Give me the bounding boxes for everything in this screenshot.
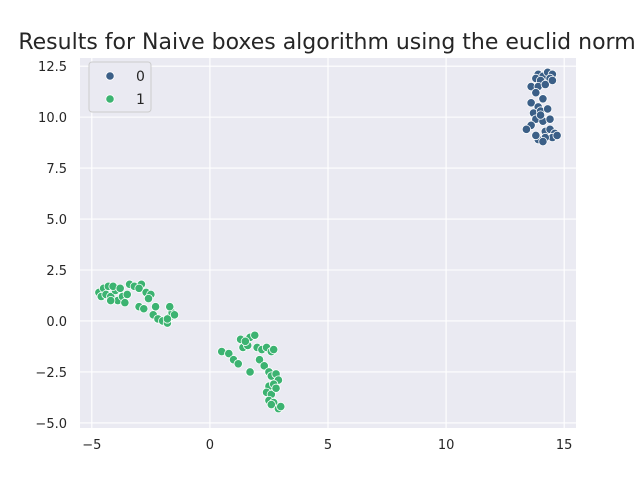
scatter-point-series-1 (162, 314, 172, 324)
legend-marker-1 (105, 94, 115, 104)
scatter-point-series-1 (233, 359, 243, 369)
chart-title: Results for Naive boxes algorithm using … (18, 30, 635, 55)
scatter-point-series-1 (266, 399, 276, 410)
tick-labels: −5 0 5 10 15−5.0−2.50.02.55.07.510.012.5 (35, 60, 572, 453)
legend-marker-0 (105, 71, 115, 81)
scatter-point-series-1 (165, 302, 175, 312)
x-tick-label: 0 (206, 438, 214, 453)
legend-label-0: 0 (136, 69, 145, 85)
data-points (94, 67, 562, 414)
y-tick-label: 12.5 (38, 60, 67, 75)
x-tick-label: −5 (82, 438, 101, 453)
scatter-point-series-0 (521, 124, 532, 134)
legend: 0 1 (88, 61, 152, 113)
scatter-point-series-1 (115, 283, 125, 293)
y-tick-label: 5.0 (46, 213, 67, 228)
y-tick-label: −5.0 (35, 417, 67, 432)
scatter-point-series-1 (139, 304, 149, 314)
scatter-point-series-0 (547, 75, 557, 86)
x-tick-label: 5 (324, 438, 332, 453)
scatter-point-series-0 (552, 130, 562, 141)
scatter-point-series-1 (276, 401, 286, 412)
scatter-point-series-1 (254, 355, 265, 365)
y-tick-label: −2.5 (35, 366, 67, 381)
y-tick-label: 2.5 (46, 264, 67, 279)
scatter-point-series-1 (245, 367, 255, 377)
scatter-point-series-1 (120, 298, 130, 308)
scatter-point-series-1 (150, 302, 161, 312)
scatter-point-series-1 (269, 344, 279, 355)
x-tick-label: 15 (556, 438, 573, 453)
scatter-point-series-1 (250, 330, 260, 340)
scatter-point-series-1 (259, 361, 269, 371)
y-tick-label: 10.0 (38, 111, 67, 126)
x-tick-label: 10 (438, 438, 455, 453)
scatter-point-series-0 (545, 114, 555, 124)
scatter-point-series-0 (540, 79, 550, 90)
scatter-point-series-0 (538, 94, 548, 104)
scatter-point-series-0 (531, 88, 541, 98)
scatter-point-series-1 (143, 293, 154, 304)
scatter-point-series-0 (535, 110, 546, 120)
legend-box (88, 61, 152, 113)
grid-lines (80, 58, 576, 428)
scatter-point-series-1 (122, 289, 132, 300)
scatter-point-series-0 (543, 104, 553, 114)
y-tick-label: 7.5 (46, 162, 67, 177)
scatter-point-series-1 (169, 310, 180, 320)
scatter-point-series-1 (240, 336, 250, 346)
scatter-point-series-1 (134, 283, 144, 293)
scatter-point-series-1 (224, 348, 234, 359)
legend-label-1: 1 (136, 92, 145, 108)
scatter-point-series-0 (526, 98, 536, 108)
scatter-point-series-0 (531, 130, 541, 141)
scatter-point-series-1 (106, 295, 116, 306)
y-tick-label: 0.0 (46, 315, 67, 330)
scatter-point-series-0 (538, 136, 548, 147)
scatter-point-series-1 (271, 383, 281, 393)
